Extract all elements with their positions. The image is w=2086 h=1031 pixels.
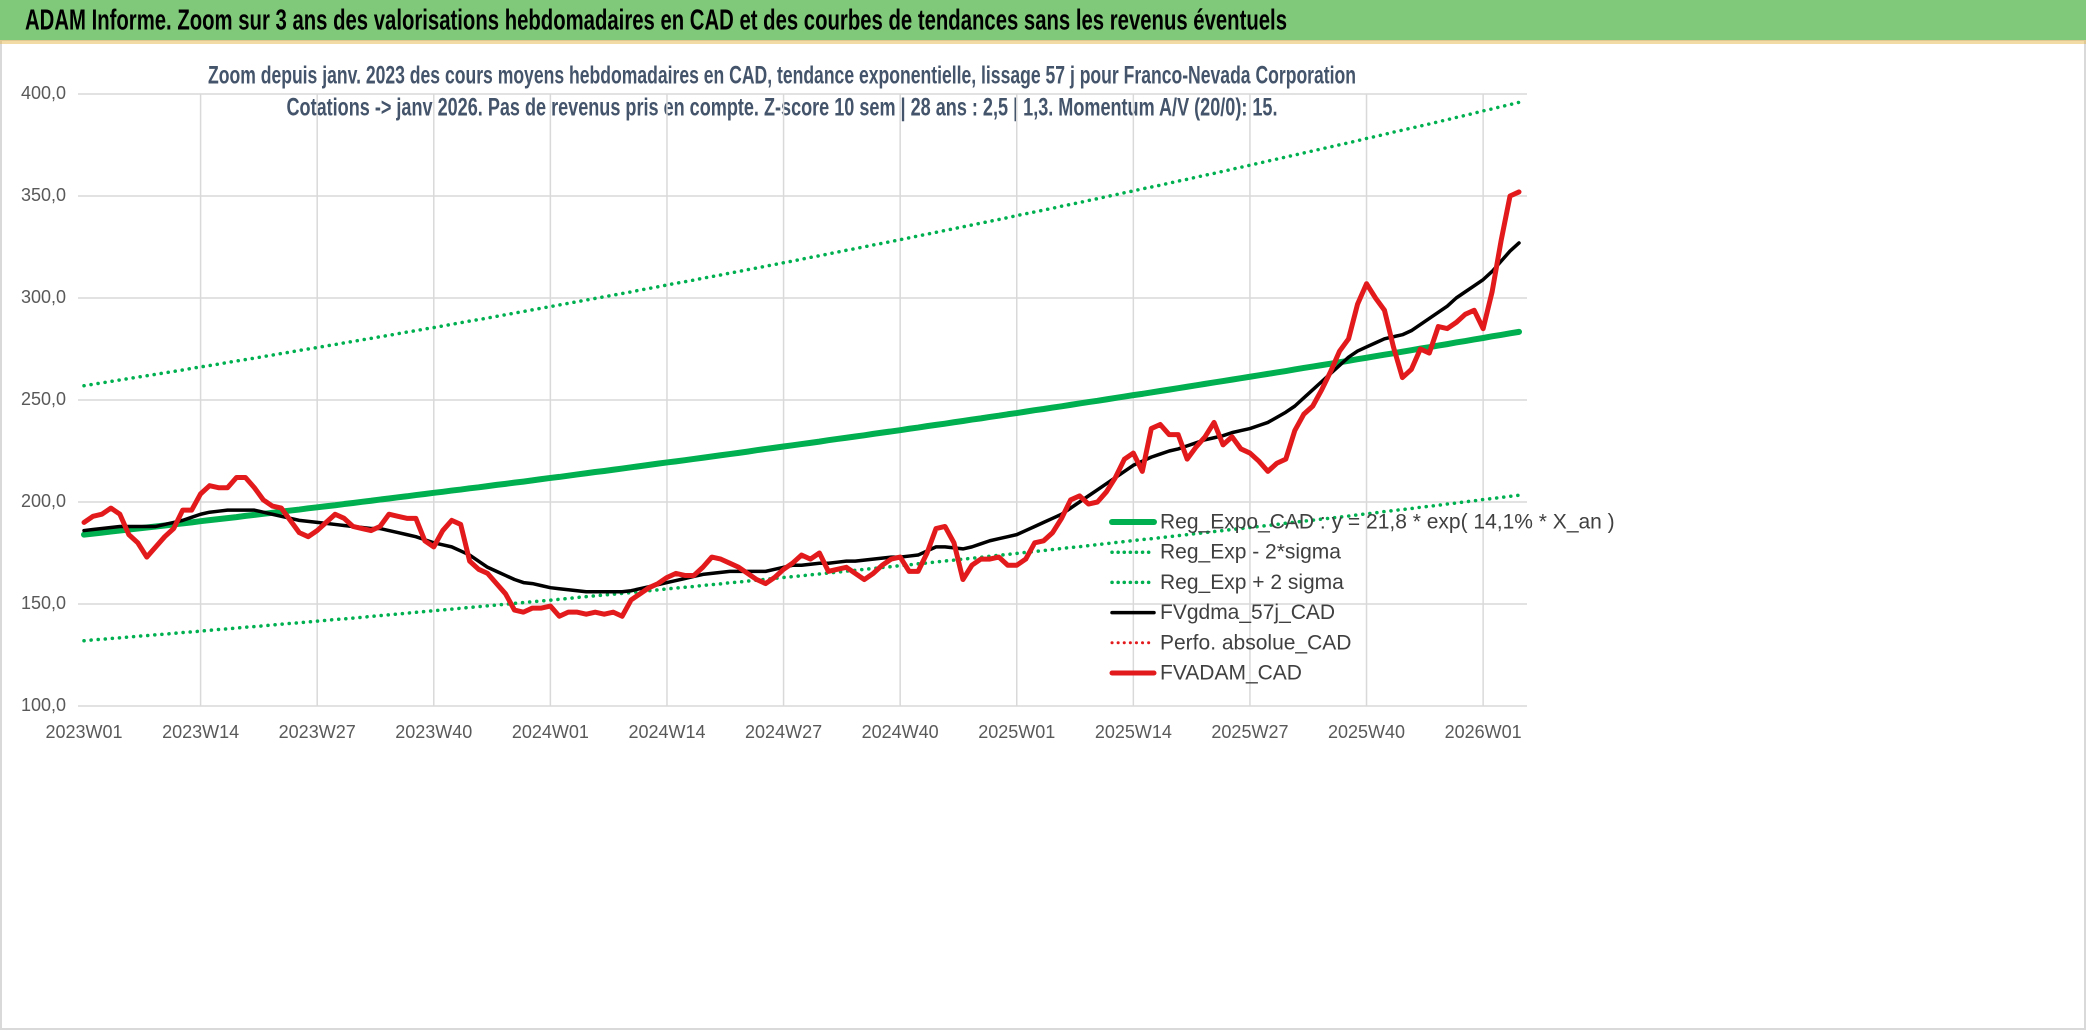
- x-tick-label: 2026W01: [1445, 722, 1522, 742]
- y-tick-label: 200,0: [21, 491, 66, 511]
- x-tick-label: 2023W40: [395, 722, 472, 742]
- legend-label: Reg_Exp + 2 sigma: [1160, 571, 1344, 594]
- plot: [81, 100, 1522, 643]
- y-tick-label: 300,0: [21, 287, 66, 307]
- series-line: [82, 100, 1521, 388]
- x-tick-label: 2024W01: [512, 722, 589, 742]
- x-tick-label: 2024W14: [628, 722, 705, 742]
- x-tick-label: 2023W14: [162, 722, 239, 742]
- x-tick-label: 2025W40: [1328, 722, 1405, 742]
- x-tick-label: 2024W27: [745, 722, 822, 742]
- grid: 100,0 150,0 200,0 250,0 300,0 350,0 400,0 2023W…: [21, 83, 1527, 742]
- x-tick-label: 2023W27: [279, 722, 356, 742]
- x-tick-label: 2023W01: [45, 722, 122, 742]
- page-title: ADAM Informe. Zoom sur 3 ans des valoris…: [25, 5, 1287, 37]
- y-tick-label: 100,0: [21, 695, 66, 715]
- chart-title: Zoom depuis janv. 2023 des cours moyens …: [208, 62, 1356, 90]
- legend-label: Reg_Expo_CAD : y = 21,8 * exp( 14,1% * X…: [1160, 511, 1615, 534]
- series-line: [82, 493, 1521, 643]
- legend-label: FVADAM_CAD: [1160, 662, 1302, 685]
- series-line: [81, 189, 1522, 619]
- legend: Reg_Expo_CAD : y = 21,8 * exp( 14,1% * X…: [1109, 511, 1615, 685]
- series-line: [81, 328, 1522, 538]
- header-bar: [0, 0, 2086, 40]
- x-tick-label: 2024W40: [862, 722, 939, 742]
- header-edge: [0, 40, 2086, 44]
- y-tick-label: 400,0: [21, 83, 66, 103]
- x-tick-label: 2025W27: [1211, 722, 1288, 742]
- legend-label: FVgdma_57j_CAD: [1160, 601, 1335, 624]
- y-tick-label: 250,0: [21, 389, 66, 409]
- x-tick-label: 2025W01: [978, 722, 1055, 742]
- legend-label: Reg_Exp - 2*sigma: [1160, 541, 1341, 564]
- y-tick-label: 150,0: [21, 593, 66, 613]
- x-tick-label: 2025W14: [1095, 722, 1172, 742]
- legend-label: Perfo. absolue_CAD: [1160, 631, 1351, 654]
- chart-subtitle: Cotations -> janv 2026. Pas de revenus p…: [287, 94, 1278, 122]
- y-tick-label: 350,0: [21, 185, 66, 205]
